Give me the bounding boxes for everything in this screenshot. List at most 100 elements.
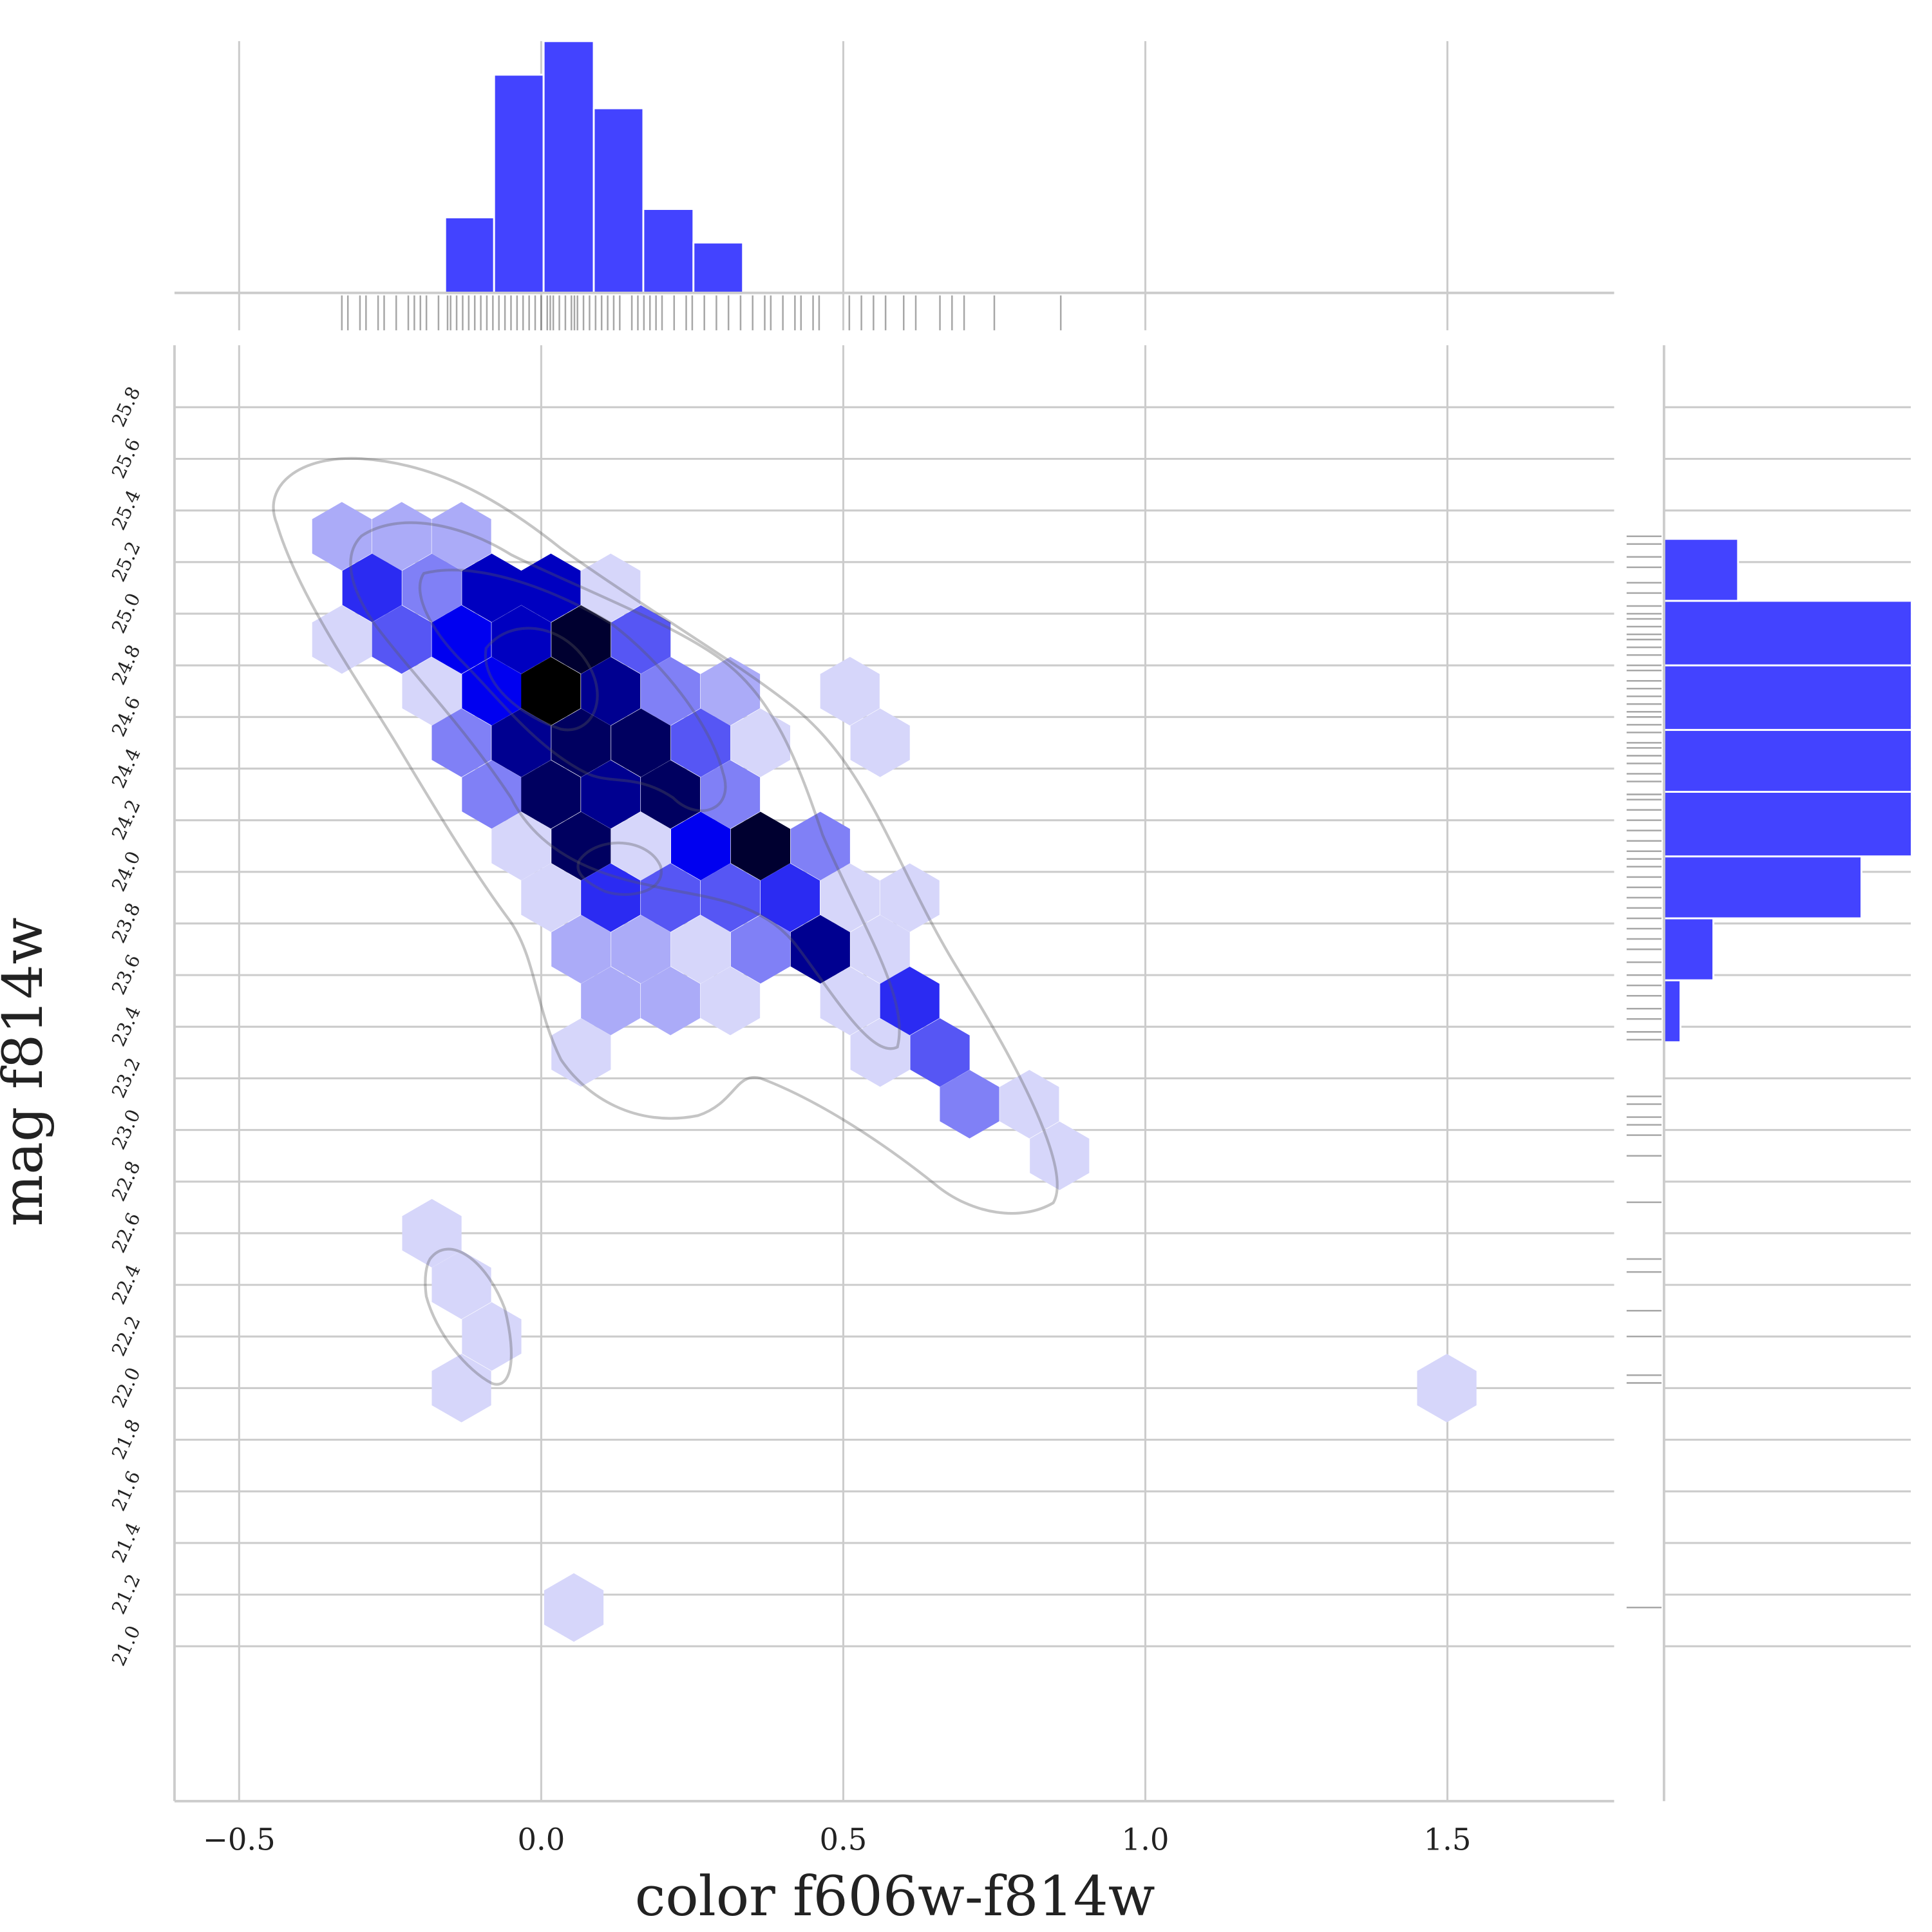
hexbin-cell (700, 863, 761, 933)
hexbin-cell (641, 966, 701, 1036)
hexbin-cell (342, 553, 402, 623)
histogram-bar (692, 242, 744, 294)
hexbin-cell (431, 1354, 491, 1423)
histogram-bar (493, 73, 545, 294)
hexbin-cell (940, 1070, 999, 1139)
marginals (444, 40, 744, 294)
histogram-bar (592, 107, 645, 294)
hexbin-cell (700, 966, 761, 1036)
contour (424, 1247, 513, 1386)
hexbin-cell (850, 708, 910, 777)
hexbin-cell (999, 1070, 1059, 1139)
hexbin-cell (581, 863, 641, 933)
hexbin-cell (730, 914, 791, 984)
hexbin-cell (611, 708, 671, 777)
hexbin-cell (491, 811, 551, 880)
contour (349, 521, 901, 1050)
hexbin-cell (431, 708, 491, 777)
hexbin-cell (462, 760, 522, 829)
hexbin-cell (551, 811, 611, 880)
hexbin-cell (820, 863, 880, 933)
grid (174, 41, 1911, 1801)
hexbin-cell (641, 760, 701, 829)
hexbin-cell (730, 811, 791, 880)
hexbin-cell (1417, 1354, 1477, 1423)
hexbin-cell (551, 605, 611, 674)
marginal-y (1663, 538, 1911, 1043)
hexbin-cell (820, 657, 880, 726)
hexbin-cell (312, 502, 372, 571)
histogram-bar (1663, 979, 1681, 1043)
hexbin-cell (462, 553, 522, 623)
histogram-bar (1663, 600, 1911, 667)
contour (576, 841, 663, 896)
hexbin-cell (462, 657, 522, 726)
hexbin-cell (880, 863, 940, 933)
hexbin-cell (431, 502, 491, 571)
hexbin-cell (611, 914, 671, 984)
y-axis-title: mag f814w (0, 917, 55, 1226)
hexbin-cell (521, 760, 581, 829)
hexbin-cell (491, 605, 551, 674)
hexbin-cell (462, 1302, 522, 1371)
hexbin (312, 502, 1477, 1642)
contour (484, 627, 599, 732)
hexbin-cell (641, 657, 701, 726)
histogram-bar (1663, 664, 1911, 731)
hexbin-cell (670, 914, 731, 984)
hexbin-cell (670, 811, 731, 880)
hexbin-cell (544, 1573, 604, 1642)
contour (272, 457, 1059, 1215)
histogram-bar (1663, 791, 1911, 858)
hexbin-cell (312, 605, 372, 674)
x-axis-title: color f606w-f814w (635, 1865, 1155, 1929)
x-tick-label: 1.0 (1122, 1823, 1170, 1857)
hexbin-cell (402, 553, 462, 623)
histogram-bar (1663, 538, 1739, 602)
hexbin-cell (372, 502, 431, 571)
x-tick-label: −0.5 (203, 1823, 276, 1857)
hexbin-cell (431, 605, 491, 674)
kde-contours (272, 457, 1059, 1386)
hexbin-cell (581, 966, 641, 1036)
hexbin-cell (760, 863, 820, 933)
hexbin-cell (551, 1018, 611, 1087)
hexbin-cell (700, 657, 761, 726)
hexbin-cell (790, 914, 850, 984)
histogram-bar (542, 40, 595, 294)
hexbin-cell (402, 657, 462, 726)
hexbin-cell (521, 553, 581, 623)
hexbin-cell (581, 760, 641, 829)
histogram-bar (1663, 855, 1862, 920)
hexbin-cell (581, 553, 641, 623)
hexbin-cell (850, 1018, 910, 1087)
hexbin-cell (1030, 1121, 1090, 1190)
x-tick-label: 0.0 (517, 1823, 565, 1857)
rugs (341, 295, 1662, 1609)
x-tick-label: 1.5 (1424, 1823, 1472, 1857)
hexbin-cell (581, 657, 641, 726)
histogram-bar (1663, 728, 1911, 793)
hexbin-cell (850, 914, 910, 984)
hexbin-cell (431, 1250, 491, 1320)
hexbin-cell (790, 811, 850, 880)
hexbin-cell (611, 605, 671, 674)
histogram-bar (1663, 917, 1714, 981)
histogram-bar (642, 208, 695, 294)
hexbin-cell (910, 1018, 970, 1087)
hexbin-cell (491, 708, 551, 777)
hexbin-cell (551, 708, 611, 777)
hexbin-cell (402, 1198, 462, 1268)
hexbin-cell (670, 708, 731, 777)
contour (418, 569, 727, 812)
hexbin-cell (700, 760, 761, 829)
x-tick-label: 0.5 (820, 1823, 867, 1857)
hexbin-cell (372, 605, 431, 674)
hexbin-cell (730, 708, 791, 777)
hexbin-cell (820, 966, 880, 1036)
histogram-bar (444, 216, 495, 294)
hexbin-cell (641, 863, 701, 933)
hexbin-cell (880, 966, 940, 1036)
hexbin-cell (551, 914, 611, 984)
